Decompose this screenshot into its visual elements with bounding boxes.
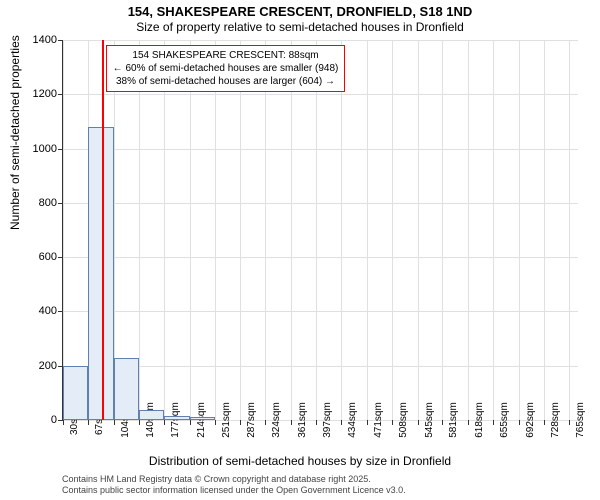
x-gridline [569, 40, 570, 420]
x-tick-label: 765sqm [569, 402, 586, 438]
annotation-line: 154 SHAKESPEARE CRESCENT: 88sqm [113, 49, 339, 62]
x-tick-label: 361sqm [291, 402, 308, 438]
x-tick-label: 728sqm [544, 402, 561, 438]
y-gridline [63, 366, 578, 367]
x-tick-label: 287sqm [240, 402, 257, 438]
x-tick-label: 177sqm [164, 402, 181, 438]
y-tick-label: 1000 [33, 143, 63, 155]
x-gridline [392, 40, 393, 420]
x-tick-label: 618sqm [468, 402, 485, 438]
x-gridline [418, 40, 419, 420]
x-gridline [265, 40, 266, 420]
x-tick-label: 471sqm [367, 402, 384, 438]
x-gridline [164, 40, 165, 420]
x-tick-label: 434sqm [341, 402, 358, 438]
y-tick-label: 1200 [33, 88, 63, 100]
x-tick-label: 655sqm [493, 402, 510, 438]
x-gridline [442, 40, 443, 420]
x-axis-label: Distribution of semi-detached houses by … [0, 454, 600, 468]
x-tick-label: 324sqm [265, 402, 282, 438]
x-tick-label: 581sqm [442, 402, 459, 438]
x-tick-label: 140sqm [139, 402, 156, 438]
x-gridline [367, 40, 368, 420]
x-tick-label: 214sqm [190, 402, 207, 438]
annotation-box: 154 SHAKESPEARE CRESCENT: 88sqm← 60% of … [106, 45, 346, 92]
x-tick-label: 545sqm [418, 402, 435, 438]
y-gridline [63, 149, 578, 150]
x-gridline [519, 40, 520, 420]
annotation-line: ← 60% of semi-detached houses are smalle… [113, 62, 339, 75]
chart-container: 154, SHAKESPEARE CRESCENT, DRONFIELD, S1… [0, 0, 600, 500]
x-gridline [139, 40, 140, 420]
y-tick-label: 600 [39, 251, 63, 263]
x-gridline [291, 40, 292, 420]
footer-line1: Contains HM Land Registry data © Crown c… [62, 474, 406, 485]
x-gridline [215, 40, 216, 420]
histogram-bar [164, 416, 189, 420]
y-gridline [63, 257, 578, 258]
histogram-bar [190, 417, 215, 420]
x-gridline [240, 40, 241, 420]
y-gridline [63, 40, 578, 41]
y-gridline [63, 94, 578, 95]
y-tick-label: 0 [51, 414, 63, 426]
histogram-bar [63, 366, 88, 420]
chart-title-main: 154, SHAKESPEARE CRESCENT, DRONFIELD, S1… [0, 4, 600, 19]
property-marker-line [102, 40, 104, 420]
x-gridline [341, 40, 342, 420]
x-gridline [316, 40, 317, 420]
chart-title-sub: Size of property relative to semi-detach… [0, 20, 600, 34]
x-gridline [544, 40, 545, 420]
x-gridline [63, 40, 64, 420]
y-tick-label: 400 [39, 305, 63, 317]
annotation-line: 38% of semi-detached houses are larger (… [113, 75, 339, 88]
x-tick-label: 508sqm [392, 402, 409, 438]
y-tick-label: 1400 [33, 34, 63, 46]
y-tick-label: 800 [39, 197, 63, 209]
plot-area: 020040060080010001200140030sqm67sqm104sq… [62, 40, 578, 421]
x-gridline [493, 40, 494, 420]
x-tick-label: 251sqm [215, 402, 232, 438]
x-tick-label: 397sqm [316, 402, 333, 438]
footer-attribution: Contains HM Land Registry data © Crown c… [62, 474, 406, 496]
y-axis-label: Number of semi-detached properties [8, 35, 22, 230]
x-tick-label: 692sqm [519, 402, 536, 438]
x-gridline [190, 40, 191, 420]
y-gridline [63, 203, 578, 204]
x-gridline [468, 40, 469, 420]
y-tick-label: 200 [39, 360, 63, 372]
y-gridline [63, 311, 578, 312]
histogram-bar [139, 410, 164, 420]
histogram-bar [114, 358, 139, 420]
footer-line2: Contains public sector information licen… [62, 485, 406, 496]
